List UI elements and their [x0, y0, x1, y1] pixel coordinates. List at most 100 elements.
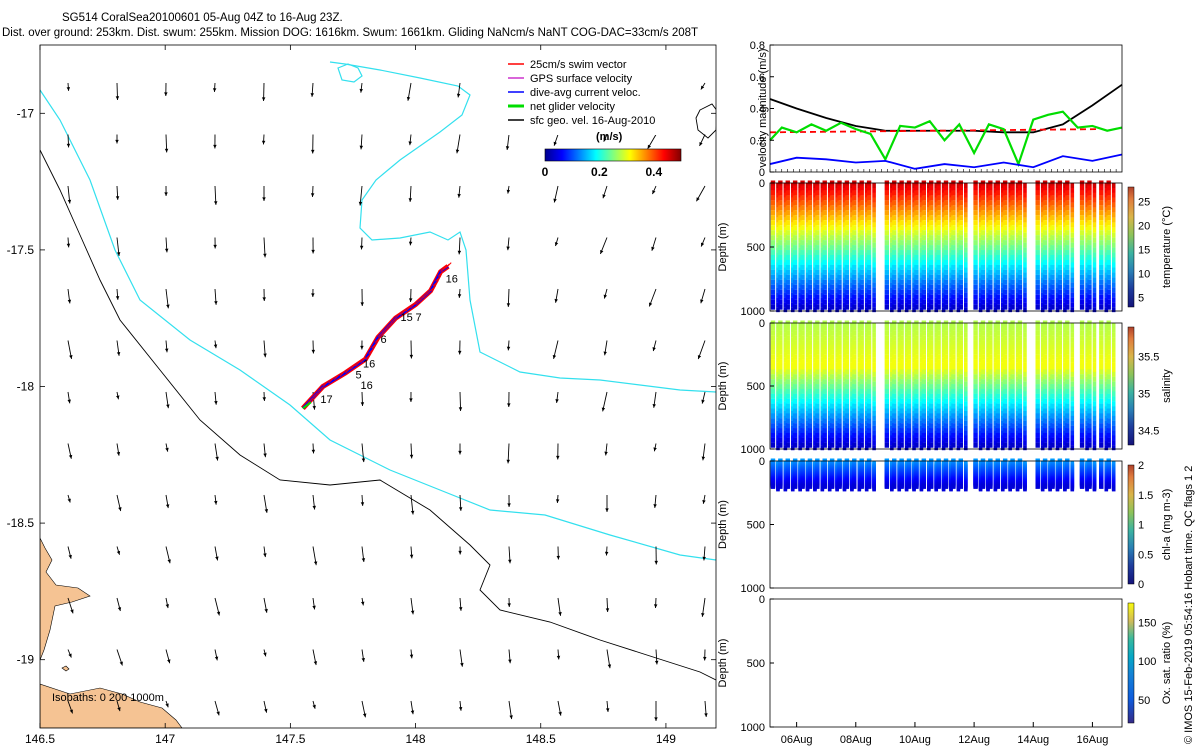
- profile-point: [800, 289, 805, 295]
- profile-point: [852, 240, 857, 246]
- profile-point: [822, 388, 827, 394]
- profile-point: [776, 381, 780, 387]
- profile-point: [1065, 220, 1070, 226]
- profile-point: [1017, 442, 1023, 448]
- profile-point: [963, 267, 968, 273]
- profile-point: [890, 297, 894, 303]
- profile-point: [829, 304, 835, 310]
- profile-point: [906, 432, 912, 438]
- profile-point: [1015, 420, 1020, 426]
- profile-point: [1050, 335, 1055, 341]
- profile-point: [850, 420, 854, 426]
- profile-point: [827, 425, 832, 431]
- profile-point: [792, 185, 798, 191]
- profile-point: [951, 225, 956, 231]
- profile-point: [842, 327, 847, 333]
- profile-point: [842, 222, 847, 228]
- profile-point: [1079, 269, 1085, 275]
- profile-point: [1035, 225, 1040, 231]
- profile-point: [872, 187, 876, 193]
- profile-point: [1092, 327, 1097, 333]
- profile-point: [973, 442, 978, 448]
- profile-point: [1010, 388, 1015, 394]
- profile-point: [1079, 289, 1085, 295]
- profile-point: [914, 240, 919, 246]
- profile-point: [820, 445, 825, 451]
- profile-point: [1099, 185, 1104, 191]
- profile-point: [790, 272, 795, 278]
- profile-point: [857, 357, 862, 363]
- profile-point: [1070, 202, 1075, 208]
- profile-point: [864, 197, 869, 203]
- profile-point: [859, 304, 864, 310]
- geo-velocity-arrow: [214, 546, 219, 561]
- profile-point: [852, 304, 857, 310]
- profile-point: [805, 440, 810, 446]
- profile-point: [864, 192, 869, 198]
- profile-point: [798, 352, 802, 358]
- profile-point: [914, 344, 919, 350]
- profile-point: [890, 183, 894, 188]
- profile-point: [963, 420, 968, 426]
- profile-point: [792, 335, 798, 341]
- geo-velocity-arrow: [262, 288, 266, 301]
- profile-point: [914, 364, 919, 370]
- profile-point: [1087, 299, 1092, 305]
- profile-point: [1079, 294, 1085, 300]
- profile-point: [936, 279, 941, 285]
- profile-point: [842, 247, 847, 253]
- profile-point: [892, 344, 897, 350]
- profile-point: [934, 386, 939, 392]
- profile-point: [1023, 425, 1027, 431]
- profile-point: [1035, 304, 1040, 310]
- geo-velocity-arrow: [505, 134, 510, 151]
- profile-point: [1050, 354, 1055, 360]
- profile-point: [884, 225, 890, 231]
- profile-point: [798, 207, 802, 213]
- profile-point: [1079, 205, 1085, 211]
- profile-point: [776, 445, 780, 451]
- profile-point: [929, 205, 934, 211]
- profile-point: [776, 430, 780, 436]
- profile-point: [958, 325, 963, 331]
- profile-point: [1002, 398, 1008, 404]
- profile-point: [919, 262, 924, 268]
- profile-point: [1008, 242, 1012, 248]
- profile-point: [790, 207, 795, 213]
- profile-point: [1048, 242, 1052, 248]
- profile-point: [864, 352, 869, 358]
- profile-point: [890, 337, 894, 343]
- profile-point: [783, 486, 788, 492]
- profile-point: [1048, 297, 1052, 303]
- profile-point: [936, 195, 941, 201]
- geo-velocity-arrow: [165, 494, 170, 509]
- profile-point: [822, 374, 827, 380]
- profile-point: [963, 302, 968, 308]
- profile-point: [963, 212, 968, 218]
- profile-point: [866, 344, 872, 350]
- profile-point: [844, 330, 850, 336]
- legend-label: GPS surface velocity: [530, 73, 633, 85]
- profile-point: [1002, 384, 1008, 390]
- profile-point: [929, 259, 934, 265]
- profile-point: [912, 267, 916, 273]
- profile-point: [936, 304, 941, 310]
- profile-point: [776, 237, 780, 243]
- profile-point: [778, 289, 783, 295]
- profile-point: [890, 406, 894, 412]
- profile-point: [1050, 299, 1055, 305]
- profile-point: [995, 205, 1000, 211]
- profile-point: [1040, 342, 1045, 348]
- profile-point: [1106, 230, 1111, 236]
- profile-point: [963, 292, 968, 298]
- profile-point: [813, 277, 817, 283]
- geo-velocity-arrow: [261, 82, 266, 101]
- profile-point: [936, 393, 941, 399]
- profile-point: [785, 299, 790, 305]
- profile-point: [807, 369, 813, 375]
- profile-point: [1111, 197, 1116, 203]
- profile-point: [1055, 267, 1060, 273]
- profile-point: [995, 398, 1000, 404]
- profile-point: [986, 445, 990, 451]
